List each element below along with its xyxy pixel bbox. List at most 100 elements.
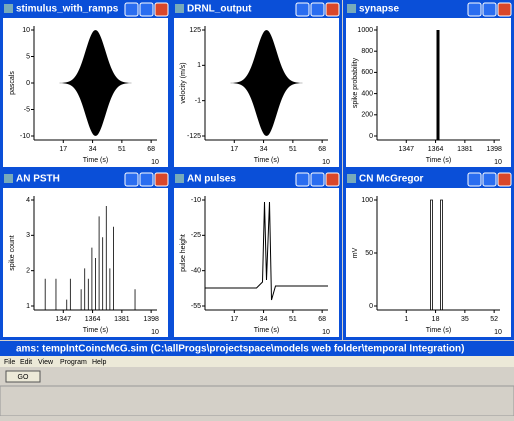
waveform [44, 206, 136, 310]
waveform [205, 30, 328, 136]
y-axis-label: pulse height [180, 234, 187, 272]
y-axis-label: mV [352, 247, 359, 258]
y-axis-label: pascals [9, 71, 16, 95]
close-button[interactable] [497, 2, 512, 17]
y-tick-label: 3 [26, 232, 30, 239]
y-tick-label: 800 [361, 48, 373, 55]
x-tick-label: 52 [490, 316, 498, 323]
x-tick-label: 34 [89, 146, 97, 153]
waveform [205, 201, 328, 301]
window-title: AN PSTH [16, 174, 60, 185]
minimize-button[interactable] [124, 2, 139, 17]
window-icon [175, 174, 184, 183]
minimize-button[interactable] [124, 172, 139, 187]
waveform [436, 30, 440, 140]
menu-item[interactable]: View [38, 359, 54, 366]
x-tick-label: 17 [230, 146, 238, 153]
window-body [346, 188, 511, 337]
y-tick-label: -10 [20, 133, 30, 140]
x-axis-label: Time (s) [426, 157, 451, 164]
y-axis-label: spike count [9, 235, 16, 270]
x-tick-label: 17 [230, 316, 238, 323]
x-tick-label: 1398 [486, 146, 502, 153]
y-tick-label: 5 [26, 53, 30, 60]
x-scale: 10 [494, 329, 502, 336]
maximize-button[interactable] [482, 2, 497, 17]
x-scale: 10 [494, 159, 502, 166]
close-button[interactable] [325, 2, 340, 17]
menu-item[interactable]: Program [60, 359, 87, 366]
menu-bar [0, 356, 514, 367]
x-tick-label: 51 [289, 316, 297, 323]
status-area [0, 385, 514, 417]
y-tick-label: 0 [369, 133, 373, 140]
x-tick-label: 17 [59, 146, 67, 153]
window-title: synapse [359, 4, 399, 15]
y-tick-label: 400 [361, 90, 373, 97]
x-tick-label: 34 [260, 316, 268, 323]
y-tick-label: -10 [191, 197, 201, 204]
window-title: DRNL_output [187, 4, 252, 15]
y-tick-label: -5 [24, 106, 30, 113]
x-scale: 10 [322, 159, 330, 166]
y-axis-label: velocity (m/s) [180, 62, 187, 103]
maximize-button[interactable] [139, 2, 154, 17]
minimize-button[interactable] [295, 172, 310, 187]
waveform [377, 199, 500, 311]
menu-item[interactable]: Edit [20, 359, 32, 366]
x-tick-label: 35 [461, 316, 469, 323]
menu-item[interactable]: File [4, 359, 15, 366]
y-tick-label: 125 [189, 27, 201, 34]
y-tick-label: 10 [22, 27, 30, 34]
y-tick-label: 4 [26, 197, 30, 204]
y-tick-label: 1000 [357, 27, 373, 34]
close-button[interactable] [325, 172, 340, 187]
window-title: CN McGregor [359, 174, 424, 185]
close-button[interactable] [154, 172, 169, 187]
menu-item[interactable]: Help [92, 359, 107, 366]
y-tick-label: -40 [191, 268, 201, 275]
x-scale: 10 [322, 329, 330, 336]
x-tick-label: 34 [260, 146, 268, 153]
window-body [3, 188, 168, 337]
x-tick-label: 1381 [114, 316, 130, 323]
main-title-bar [0, 341, 514, 356]
x-tick-label: 51 [118, 146, 126, 153]
y-tick-label: 2 [26, 268, 30, 275]
x-tick-label: 1 [404, 316, 408, 323]
y-tick-label: -25 [191, 232, 201, 239]
x-tick-label: 1347 [55, 316, 71, 323]
maximize-button[interactable] [139, 172, 154, 187]
maximize-button[interactable] [310, 172, 325, 187]
y-tick-label: 1 [197, 62, 201, 69]
window-icon [347, 174, 356, 183]
x-tick-label: 68 [147, 146, 155, 153]
window-icon [175, 4, 184, 13]
y-tick-label: 0 [26, 80, 30, 87]
x-tick-label: 18 [432, 316, 440, 323]
minimize-button[interactable] [295, 2, 310, 17]
x-tick-label: 68 [318, 146, 326, 153]
window-body [174, 188, 339, 337]
window-icon [4, 4, 13, 13]
close-button[interactable] [154, 2, 169, 17]
window-title: AN pulses [187, 174, 236, 185]
x-axis-label: Time (s) [83, 327, 108, 334]
go-label: GO [18, 374, 29, 381]
x-axis-label: Time (s) [426, 327, 451, 334]
minimize-button[interactable] [467, 2, 482, 17]
x-tick-label: 1381 [457, 146, 473, 153]
go-button[interactable] [5, 370, 41, 383]
y-tick-label: 0 [369, 303, 373, 310]
maximize-button[interactable] [310, 2, 325, 17]
x-axis-label: Time (s) [254, 157, 279, 164]
x-scale: 10 [151, 329, 159, 336]
y-tick-label: 100 [361, 197, 373, 204]
minimize-button[interactable] [467, 172, 482, 187]
close-button[interactable] [497, 172, 512, 187]
x-tick-label: 1364 [428, 146, 444, 153]
window-title: stimulus_with_ramps [16, 4, 119, 15]
maximize-button[interactable] [482, 172, 497, 187]
window-icon [347, 4, 356, 13]
